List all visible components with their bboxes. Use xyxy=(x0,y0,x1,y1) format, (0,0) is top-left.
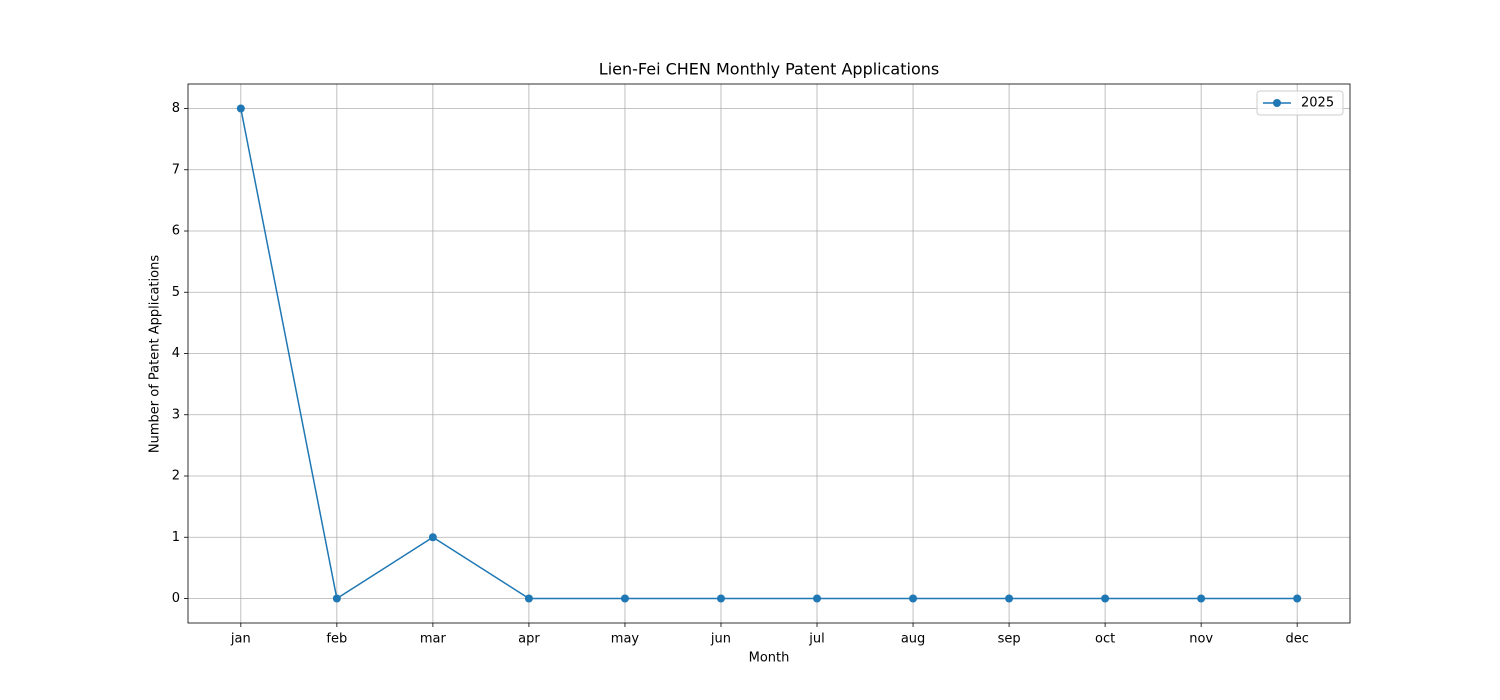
legend-label: 2025 xyxy=(1301,96,1334,111)
legend-marker xyxy=(1273,99,1281,107)
data-point xyxy=(525,595,533,603)
x-tick-label: jul xyxy=(808,632,824,647)
chart: Lien-Fei CHEN Monthly Patent Application… xyxy=(0,0,1500,700)
data-point xyxy=(1101,595,1109,603)
y-tick-label: 7 xyxy=(172,162,180,177)
y-tick-label: 3 xyxy=(172,407,180,422)
x-axis-label: Month xyxy=(749,651,790,666)
y-tick-label: 8 xyxy=(172,101,180,116)
y-tick-label: 5 xyxy=(172,285,180,300)
data-point xyxy=(1293,595,1301,603)
x-tick-label: apr xyxy=(518,632,540,647)
x-tick-label: aug xyxy=(901,632,925,647)
data-point xyxy=(1005,595,1013,603)
y-tick-label: 2 xyxy=(172,469,180,484)
x-tick-label: dec xyxy=(1285,632,1308,647)
x-tick-label: may xyxy=(611,632,640,647)
data-point xyxy=(621,595,629,603)
data-point xyxy=(237,105,245,113)
x-tick-label: nov xyxy=(1189,632,1213,647)
chart-title: Lien-Fei CHEN Monthly Patent Application… xyxy=(599,60,939,79)
data-point xyxy=(909,595,917,603)
x-tick-label: mar xyxy=(420,632,447,647)
y-axis-label: Number of Patent Applications xyxy=(148,255,163,453)
data-point xyxy=(333,595,341,603)
data-point xyxy=(1197,595,1205,603)
data-point xyxy=(429,533,437,541)
data-point xyxy=(717,595,725,603)
y-tick-label: 0 xyxy=(172,591,180,606)
x-tick-label: jun xyxy=(710,632,731,647)
x-tick-label: oct xyxy=(1095,632,1115,647)
y-tick-label: 6 xyxy=(172,224,180,239)
x-tick-label: jan xyxy=(230,632,251,647)
y-tick-label: 4 xyxy=(172,346,180,361)
x-tick-label: feb xyxy=(326,632,347,647)
x-tick-label: sep xyxy=(998,632,1021,647)
y-tick-label: 1 xyxy=(172,530,180,545)
data-point xyxy=(813,595,821,603)
